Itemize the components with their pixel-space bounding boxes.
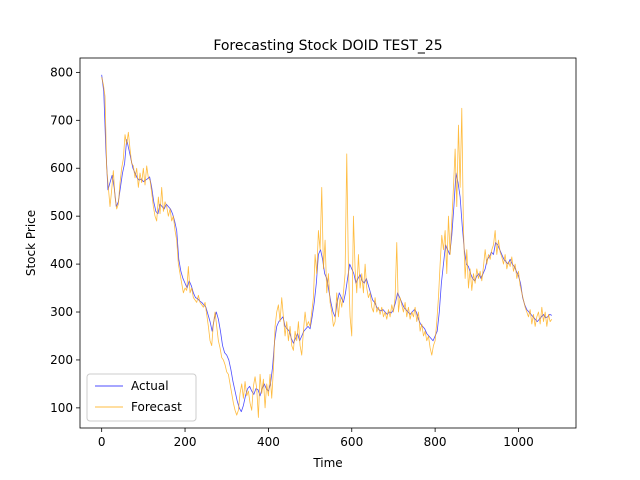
x-axis-label: Time	[312, 456, 342, 470]
series-line-forecast	[101, 77, 553, 418]
plot-area	[80, 58, 576, 428]
y-axis-label: Stock Price	[24, 210, 38, 276]
y-tick-label: 800	[50, 65, 73, 79]
y-tick-label: 600	[50, 161, 73, 175]
x-tick-label: 1000	[503, 435, 534, 449]
x-tick-label: 400	[257, 435, 280, 449]
x-tick-label: 200	[174, 435, 197, 449]
x-tick-label: 0	[98, 435, 106, 449]
y-tick-label: 400	[50, 257, 73, 271]
legend-label-forecast: Forecast	[131, 400, 182, 414]
legend-label-actual: Actual	[131, 379, 169, 393]
y-tick-label: 300	[50, 305, 73, 319]
chart-title: Forecasting Stock DOID TEST_25	[213, 38, 442, 54]
x-tick-label: 800	[424, 435, 447, 449]
y-tick-label: 500	[50, 209, 73, 223]
y-tick-label: 700	[50, 113, 73, 127]
legend: Actual Forecast	[86, 373, 197, 422]
series-line-actual	[101, 74, 552, 413]
axes-frame	[79, 57, 577, 429]
y-axis: 100 200 300 400 500 600 700 800	[50, 65, 80, 415]
series-layer	[101, 74, 553, 418]
y-tick-label: 100	[50, 401, 73, 415]
x-tick-label: 600	[340, 435, 363, 449]
y-tick-label: 200	[50, 353, 73, 367]
x-axis: 0 200 400 600 800 1000	[98, 428, 534, 449]
